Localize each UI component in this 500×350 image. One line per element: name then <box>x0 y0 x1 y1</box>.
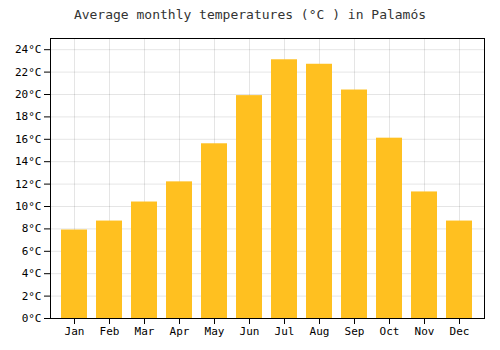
svg-text:Jun: Jun <box>240 325 260 338</box>
svg-text:Jan: Jan <box>65 325 85 338</box>
svg-text:Jul: Jul <box>275 325 295 338</box>
svg-text:18°C: 18°C <box>15 110 42 123</box>
svg-text:Oct: Oct <box>380 325 400 338</box>
svg-text:2°C: 2°C <box>22 290 42 303</box>
svg-text:12°C: 12°C <box>15 178 42 191</box>
svg-text:Mar: Mar <box>135 325 155 338</box>
svg-text:20°C: 20°C <box>15 88 42 101</box>
svg-text:Dec: Dec <box>450 325 470 338</box>
svg-text:22°C: 22°C <box>15 66 42 79</box>
svg-text:0°C: 0°C <box>22 312 42 325</box>
svg-text:16°C: 16°C <box>15 133 42 146</box>
svg-text:14°C: 14°C <box>15 155 42 168</box>
svg-text:4°C: 4°C <box>22 267 42 280</box>
svg-text:10°C: 10°C <box>15 200 42 213</box>
svg-text:Sep: Sep <box>345 325 365 338</box>
svg-text:Aug: Aug <box>310 325 330 338</box>
svg-text:Feb: Feb <box>100 325 120 338</box>
svg-text:6°C: 6°C <box>22 245 42 258</box>
svg-text:May: May <box>205 325 225 338</box>
svg-text:Apr: Apr <box>170 325 190 338</box>
svg-text:Nov: Nov <box>415 325 435 338</box>
svg-text:24°C: 24°C <box>15 43 42 56</box>
html-text:Average monthly temperatures (: Average monthly temperatures (°C ) in Pa… <box>73 7 427 22</box>
svg-text:8°C: 8°C <box>22 222 42 235</box>
